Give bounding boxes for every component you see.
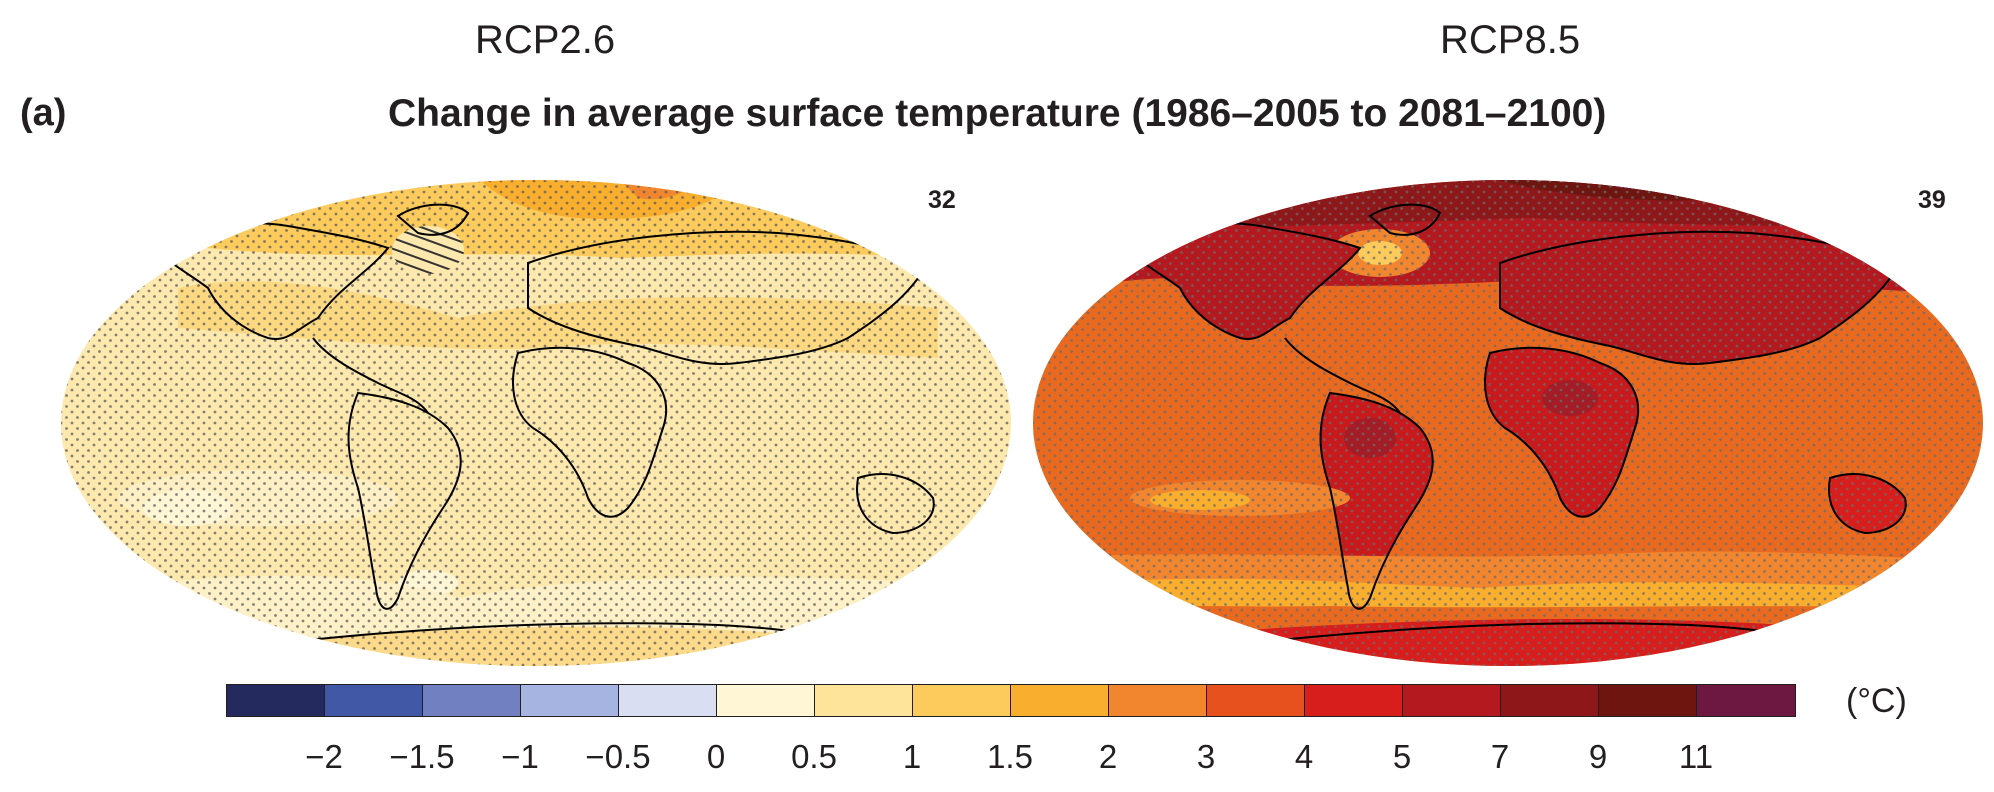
legend-tick-label: 0 [706, 738, 726, 775]
legend-tick-label: 2 [1098, 738, 1118, 775]
map-left-hatch-lines [392, 226, 464, 274]
legend-tick-label: 0.5 [791, 738, 837, 775]
legend-swatch [1011, 685, 1109, 716]
panel-title: Change in average surface temperature (1… [388, 92, 1607, 135]
legend-swatch [325, 685, 423, 716]
legend-swatch [1403, 685, 1501, 716]
legend-unit: (°C) [1846, 682, 1907, 720]
legend-tick-label: 9 [1588, 738, 1608, 775]
legend-colorbar [226, 684, 1796, 717]
legend-tick-label: 1 [902, 738, 922, 775]
map-right-stippling [1033, 180, 1983, 666]
legend-swatch [521, 685, 619, 716]
legend-tick-label: 7 [1490, 738, 1510, 775]
legend-swatch [1501, 685, 1599, 716]
legend-tick-label: −2 [305, 738, 343, 775]
legend-swatch [913, 685, 1011, 716]
map-rcp26 [61, 180, 1011, 666]
legend-swatch [1305, 685, 1403, 716]
legend-swatch [1207, 685, 1305, 716]
legend-tick-label: 3 [1196, 738, 1216, 775]
legend-swatch [815, 685, 913, 716]
legend-swatch [717, 685, 815, 716]
legend-swatch [1599, 685, 1697, 716]
legend-swatch [619, 685, 717, 716]
legend-tick-label: −0.5 [585, 738, 651, 775]
scenario-label-rcp85: RCP8.5 [1440, 18, 1581, 62]
legend-swatch [227, 685, 325, 716]
legend-tick-label: 4 [1294, 738, 1314, 775]
legend-swatch [1697, 685, 1795, 716]
model-count-left: 32 [928, 186, 956, 214]
legend-tick-label: −1 [501, 738, 539, 775]
scenario-label-rcp26: RCP2.6 [475, 18, 616, 62]
legend-swatch [1109, 685, 1207, 716]
panel-label: (a) [20, 92, 67, 134]
legend-tick-label: 1.5 [987, 738, 1033, 775]
model-count-right: 39 [1918, 186, 1946, 214]
map-rcp85 [1033, 180, 1983, 666]
map-left-stippling [61, 180, 1011, 666]
legend-tick-label: −1.5 [389, 738, 455, 775]
legend-swatch [423, 685, 521, 716]
legend-tick-label: 5 [1392, 738, 1412, 775]
legend-tick-label: 11 [1678, 738, 1714, 775]
